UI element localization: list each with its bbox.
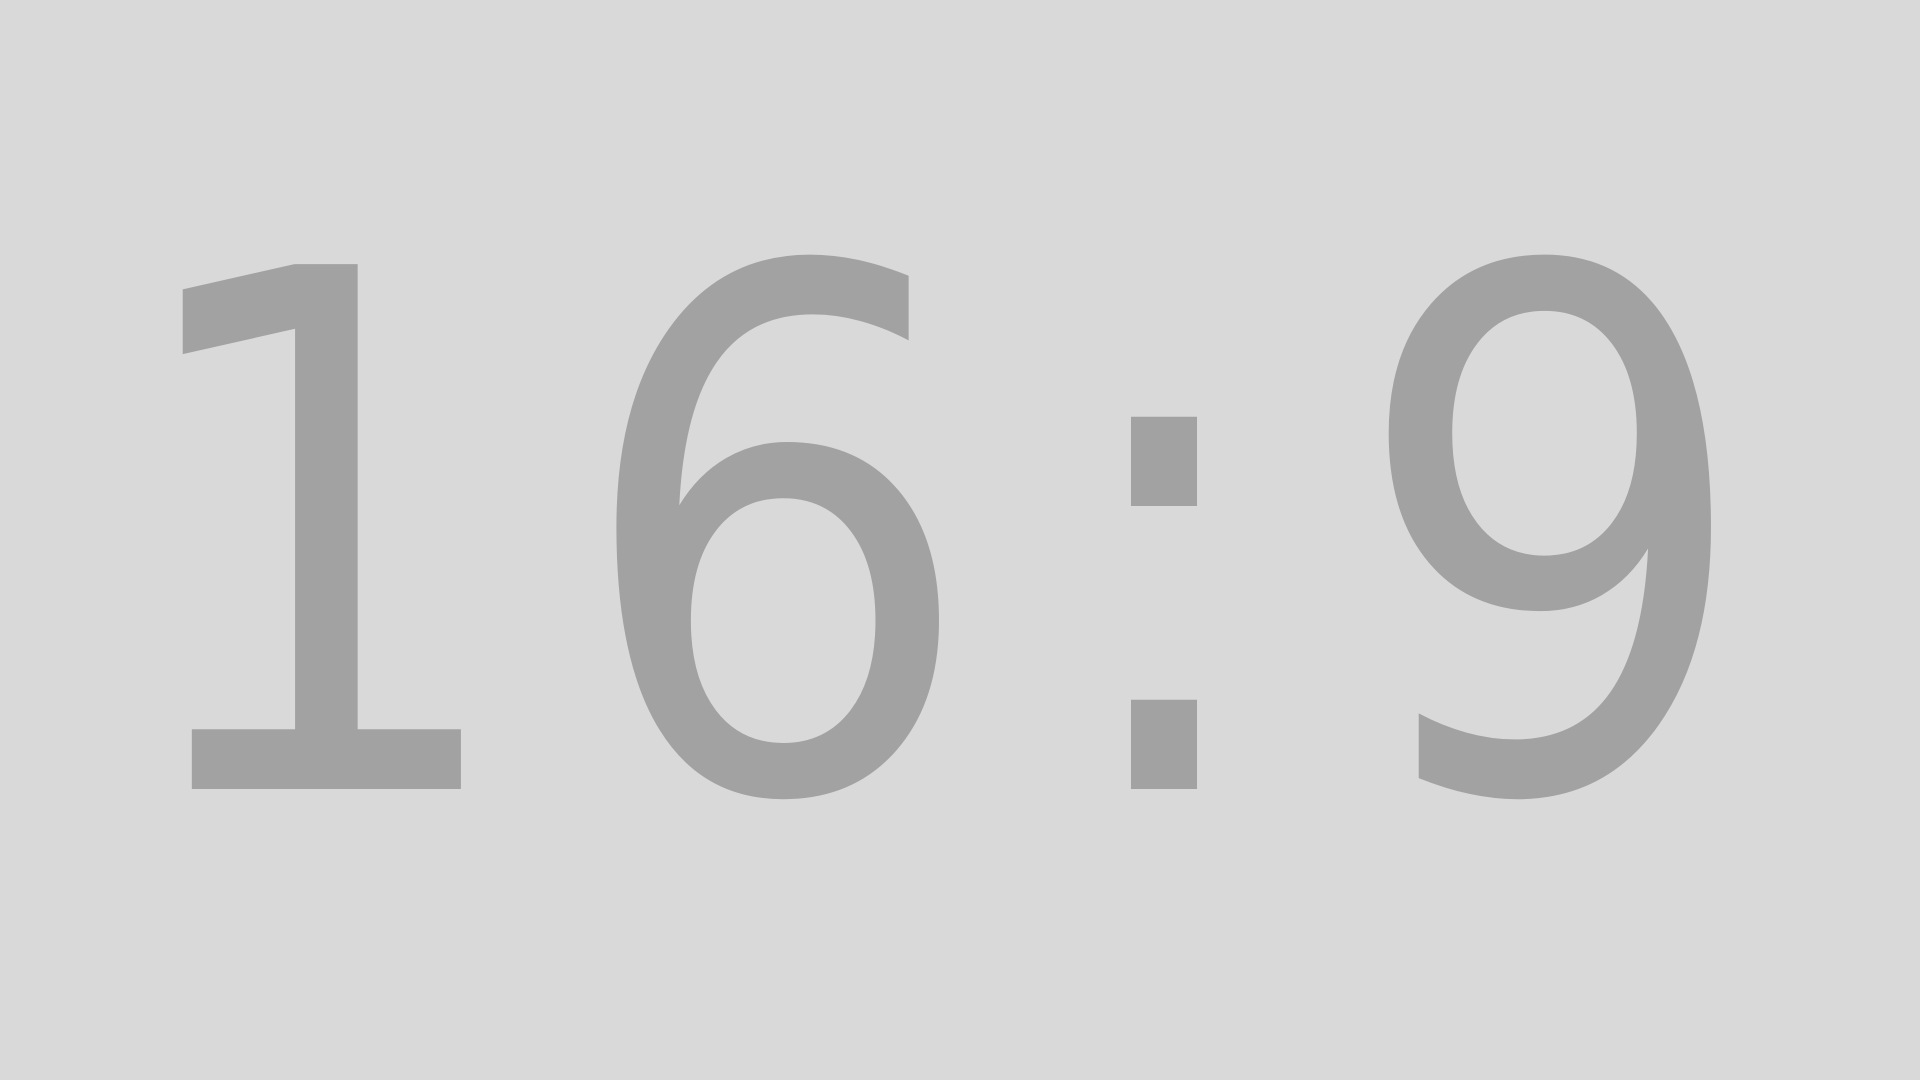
ratio-second-value: 9: [1348, 121, 1808, 959]
ratio-first-value: 16: [112, 121, 1031, 959]
aspect-ratio-label: 16 : 9: [106, 0, 1815, 1080]
ratio-separator: :: [1055, 121, 1324, 959]
